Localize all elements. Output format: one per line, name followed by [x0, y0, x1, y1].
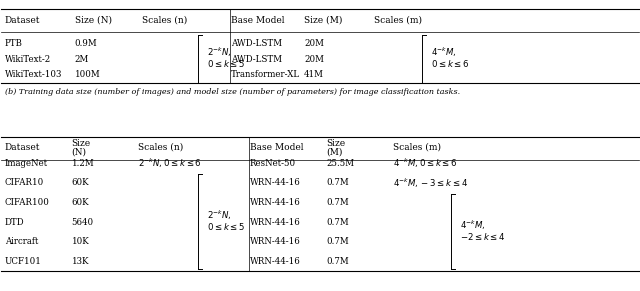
Text: 0.7M: 0.7M	[326, 237, 349, 246]
Text: 60K: 60K	[72, 198, 89, 207]
Text: ImageNet: ImageNet	[4, 159, 48, 168]
Text: Size (M): Size (M)	[304, 16, 342, 25]
Text: Base Model: Base Model	[250, 143, 303, 152]
Text: CIFAR10: CIFAR10	[4, 178, 44, 187]
Text: WRN-44-16: WRN-44-16	[250, 257, 301, 266]
Text: UCF101: UCF101	[4, 257, 42, 266]
Text: 0.7M: 0.7M	[326, 257, 349, 266]
Text: $0 \leq k \leq 5$: $0 \leq k \leq 5$	[207, 221, 245, 232]
Text: Scales (m): Scales (m)	[394, 143, 442, 152]
Text: Dataset: Dataset	[4, 16, 40, 25]
Text: WikiText-2: WikiText-2	[4, 54, 51, 63]
Text: Size (N): Size (N)	[75, 16, 111, 25]
Text: $2^{-k}N,$: $2^{-k}N,$	[207, 46, 231, 59]
Text: $0 \leq k \leq 5$: $0 \leq k \leq 5$	[207, 58, 245, 69]
Text: WRN-44-16: WRN-44-16	[250, 237, 301, 246]
Text: 13K: 13K	[72, 257, 89, 266]
Text: 25.5M: 25.5M	[326, 159, 355, 168]
Text: $0 \leq k \leq 6$: $0 \leq k \leq 6$	[431, 58, 470, 69]
Text: Base Model: Base Model	[231, 16, 284, 25]
Text: 0.7M: 0.7M	[326, 178, 349, 187]
Text: (b) Training data size (number of images) and model size (number of parameters) : (b) Training data size (number of images…	[4, 88, 460, 96]
Text: $4^{-k}M, -3 \leq k \leq 4$: $4^{-k}M, -3 \leq k \leq 4$	[394, 176, 468, 190]
Text: $-2 \leq k \leq 4$: $-2 \leq k \leq 4$	[460, 230, 506, 242]
Text: DTD: DTD	[4, 218, 24, 227]
Text: Scales (n): Scales (n)	[141, 16, 187, 25]
Text: Scales (n): Scales (n)	[138, 143, 184, 152]
Text: 60K: 60K	[72, 178, 89, 187]
Text: 5640: 5640	[72, 218, 93, 227]
Text: WRN-44-16: WRN-44-16	[250, 218, 301, 227]
Text: 100M: 100M	[75, 70, 100, 79]
Text: Size: Size	[326, 139, 346, 148]
Text: $2^{-k}N,$: $2^{-k}N,$	[207, 209, 231, 222]
Text: CIFAR100: CIFAR100	[4, 198, 49, 207]
Text: AWD-LSTM: AWD-LSTM	[231, 54, 282, 63]
Text: 41M: 41M	[304, 70, 324, 79]
Text: (N): (N)	[72, 147, 86, 156]
Text: $4^{-k}M,$: $4^{-k}M,$	[431, 46, 456, 59]
Text: 1.2M: 1.2M	[72, 159, 94, 168]
Text: Dataset: Dataset	[4, 143, 40, 152]
Text: 20M: 20M	[304, 54, 324, 63]
Text: Size: Size	[72, 139, 91, 148]
Text: 0.9M: 0.9M	[75, 39, 97, 48]
Text: WRN-44-16: WRN-44-16	[250, 178, 301, 187]
Text: Scales (m): Scales (m)	[374, 16, 422, 25]
Text: PTB: PTB	[4, 39, 22, 48]
Text: $2^{-k}N, 0 \leq k \leq 6$: $2^{-k}N, 0 \leq k \leq 6$	[138, 157, 202, 170]
Text: ResNet-50: ResNet-50	[250, 159, 296, 168]
Text: Aircraft: Aircraft	[4, 237, 38, 246]
Text: Transformer-XL: Transformer-XL	[231, 70, 300, 79]
Text: 10K: 10K	[72, 237, 89, 246]
Text: $4^{-k}M, 0 \leq k \leq 6$: $4^{-k}M, 0 \leq k \leq 6$	[394, 157, 458, 170]
Text: AWD-LSTM: AWD-LSTM	[231, 39, 282, 48]
Text: 20M: 20M	[304, 39, 324, 48]
Text: 0.7M: 0.7M	[326, 218, 349, 227]
Text: WRN-44-16: WRN-44-16	[250, 198, 301, 207]
Text: (M): (M)	[326, 147, 343, 156]
Text: $4^{-k}M,$: $4^{-k}M,$	[460, 218, 485, 232]
Text: WikiText-103: WikiText-103	[4, 70, 62, 79]
Text: 0.7M: 0.7M	[326, 198, 349, 207]
Text: 2M: 2M	[75, 54, 89, 63]
